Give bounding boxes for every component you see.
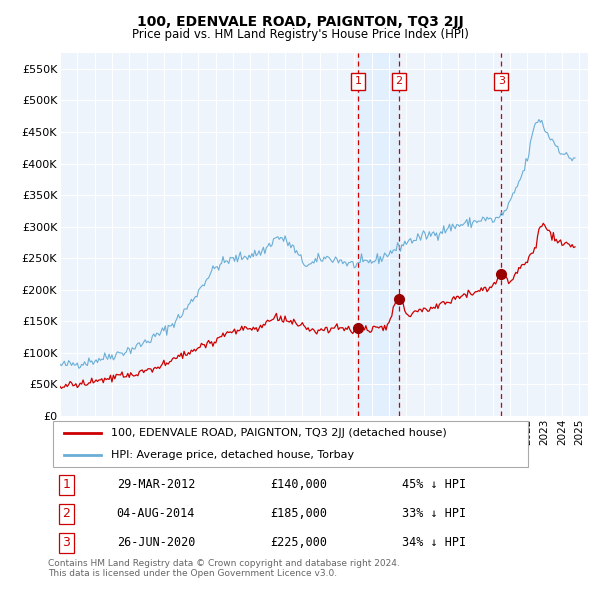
Text: 3: 3 (498, 77, 505, 87)
Text: 26-JUN-2020: 26-JUN-2020 (116, 536, 195, 549)
Text: £225,000: £225,000 (270, 536, 327, 549)
Text: £185,000: £185,000 (270, 507, 327, 520)
Text: 2: 2 (62, 507, 70, 520)
Text: 2: 2 (395, 77, 403, 87)
Text: 34% ↓ HPI: 34% ↓ HPI (402, 536, 466, 549)
Text: 29-MAR-2012: 29-MAR-2012 (116, 478, 195, 491)
Text: HPI: Average price, detached house, Torbay: HPI: Average price, detached house, Torb… (112, 450, 355, 460)
Text: 45% ↓ HPI: 45% ↓ HPI (402, 478, 466, 491)
Text: 04-AUG-2014: 04-AUG-2014 (116, 507, 195, 520)
Text: 3: 3 (62, 536, 70, 549)
Text: 100, EDENVALE ROAD, PAIGNTON, TQ3 2JJ: 100, EDENVALE ROAD, PAIGNTON, TQ3 2JJ (137, 15, 463, 29)
FancyBboxPatch shape (53, 421, 529, 467)
Text: £140,000: £140,000 (270, 478, 327, 491)
Text: 100, EDENVALE ROAD, PAIGNTON, TQ3 2JJ (detached house): 100, EDENVALE ROAD, PAIGNTON, TQ3 2JJ (d… (112, 428, 447, 438)
Text: Price paid vs. HM Land Registry's House Price Index (HPI): Price paid vs. HM Land Registry's House … (131, 28, 469, 41)
Text: 1: 1 (62, 478, 70, 491)
Text: 1: 1 (355, 77, 362, 87)
Text: Contains HM Land Registry data © Crown copyright and database right 2024.
This d: Contains HM Land Registry data © Crown c… (48, 559, 400, 578)
Text: 33% ↓ HPI: 33% ↓ HPI (402, 507, 466, 520)
Bar (358, 53, 399, 416)
